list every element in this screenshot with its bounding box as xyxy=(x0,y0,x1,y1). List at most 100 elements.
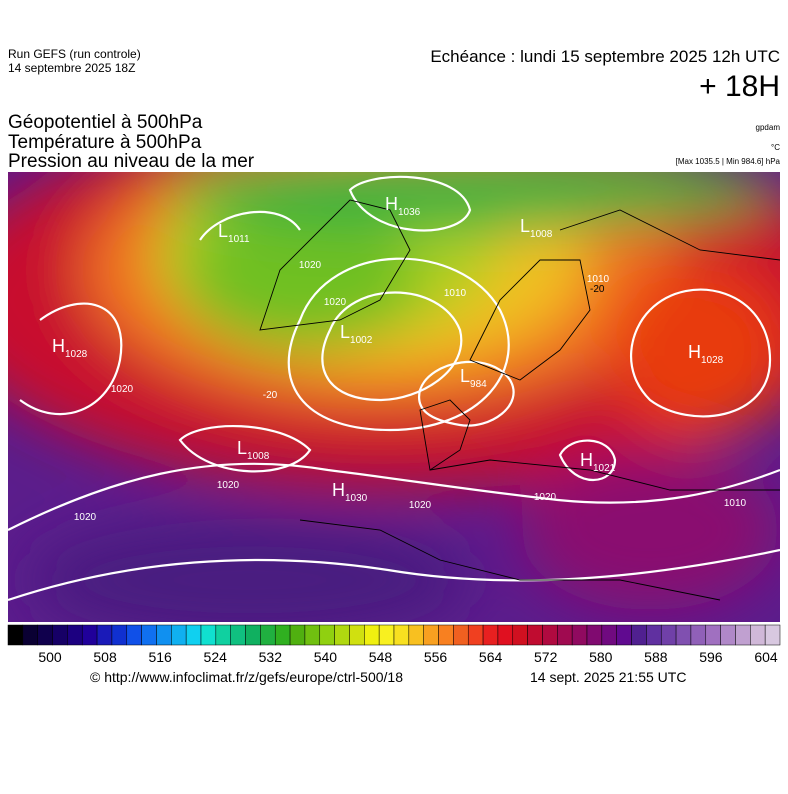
colorbar-swatch xyxy=(319,624,335,646)
colorbar-swatch xyxy=(141,624,157,646)
center-letter: L xyxy=(520,216,530,236)
pressure-center: L1008 xyxy=(520,216,553,240)
colorbar-swatch xyxy=(735,624,751,646)
colorbar-swatch xyxy=(631,624,647,646)
center-value: 1021 xyxy=(593,463,616,474)
center-letter: L xyxy=(460,366,470,386)
unit: [Max 1035.5 | Min 984.6] hPa xyxy=(676,157,781,166)
isobar-label: 1020 xyxy=(111,384,134,395)
colorbar-swatch xyxy=(185,624,202,646)
colorbar-swatch xyxy=(171,624,187,646)
colorbar-swatch xyxy=(557,624,573,646)
center-value: 1028 xyxy=(701,355,724,366)
pressure-center: L984 xyxy=(460,366,487,390)
generated-time: 14 sept. 2025 21:55 UTC xyxy=(530,669,686,685)
center-letter: H xyxy=(580,450,593,470)
isotherm-label: -20 xyxy=(590,284,605,295)
isobar-label: -20 xyxy=(263,390,278,401)
colorbar-swatch xyxy=(364,624,380,646)
colorbar-tick-label: 580 xyxy=(589,649,613,665)
colorbar-swatch xyxy=(705,624,721,646)
echeance: Echéance : lundi 15 septembre 2025 12h U… xyxy=(430,47,780,66)
colorbar-swatch xyxy=(675,624,692,646)
colorbar-swatch xyxy=(512,624,528,646)
isobar-label: 1020 xyxy=(217,480,240,491)
colorbar-tick-label: 508 xyxy=(93,649,117,665)
colorbar-swatch xyxy=(260,624,276,646)
colorbar-tick-label: 556 xyxy=(424,649,448,665)
colorbar-swatch xyxy=(646,624,662,646)
center-letter: H xyxy=(332,480,345,500)
colorbar-tick-label: 572 xyxy=(534,649,558,665)
colorbar-swatch xyxy=(497,624,514,646)
colorbar-swatch xyxy=(96,624,113,646)
colorbar-swatch xyxy=(601,624,617,646)
colorbar-swatch xyxy=(67,624,83,646)
colorbar-tick-label: 500 xyxy=(38,649,62,665)
pressure-center: H1028 xyxy=(52,336,88,360)
colorbar-swatch xyxy=(7,624,24,646)
center-value: 984 xyxy=(470,379,487,390)
isobar-label: 1010 xyxy=(587,274,610,285)
colorbar-swatch xyxy=(304,624,321,646)
pressure-center: L1002 xyxy=(340,322,373,346)
colorbar-swatch xyxy=(720,624,736,646)
center-value: 1008 xyxy=(530,229,553,240)
title: Géopotentiel à 500hPa xyxy=(8,112,203,133)
center-letter: H xyxy=(385,194,398,214)
center-letter: L xyxy=(218,221,228,241)
colorbar-swatch xyxy=(81,624,98,646)
colorbar-swatch xyxy=(37,624,53,646)
center-letter: H xyxy=(52,336,65,356)
colorbar-swatch xyxy=(438,624,454,646)
isobar-label: 1020 xyxy=(534,492,557,503)
map xyxy=(8,172,780,622)
unit: °C xyxy=(771,143,780,152)
center-letter: L xyxy=(237,438,247,458)
colorbar-swatch xyxy=(378,624,395,646)
center-value: 1008 xyxy=(247,451,270,462)
pressure-center: H1028 xyxy=(688,342,724,366)
colorbar-swatch xyxy=(467,624,484,646)
pressure-center: H1021 xyxy=(580,450,616,474)
colorbar-swatch xyxy=(245,624,261,646)
colorbar-swatch xyxy=(393,624,410,646)
colorbar-tick-label: 524 xyxy=(204,649,228,665)
colorbar-swatch xyxy=(126,624,142,646)
colorbar-swatch xyxy=(423,624,439,646)
lead-time: + 18H xyxy=(699,70,780,103)
colorbar-swatch xyxy=(527,624,543,646)
center-letter: L xyxy=(340,322,350,342)
colorbar-tick-label: 548 xyxy=(369,649,393,665)
isobar-label: 1010 xyxy=(724,498,747,509)
pressure-center: L1011 xyxy=(218,221,250,245)
source-url: © http://www.infoclimat.fr/z/gefs/europe… xyxy=(90,669,403,685)
colorbar-swatch xyxy=(52,624,68,646)
colorbar-tick-label: 588 xyxy=(644,649,668,665)
center-value: 1036 xyxy=(398,207,421,218)
pressure-center: H1036 xyxy=(385,194,421,218)
colorbar-swatch xyxy=(156,624,172,646)
colorbar-swatch xyxy=(408,624,424,646)
run-date: 14 septembre 2025 18Z xyxy=(8,61,135,75)
run: Run GEFS (run controle) xyxy=(8,47,141,61)
colorbar-swatch xyxy=(22,624,38,646)
isobar-label: 1020 xyxy=(409,500,432,511)
colorbar-tick-label: 604 xyxy=(754,649,778,665)
colorbar-tick-label: 532 xyxy=(259,649,283,665)
colorbar-tick-label: 516 xyxy=(148,649,172,665)
colorbar-swatch xyxy=(349,624,365,646)
colorbar-swatch xyxy=(230,624,246,646)
colorbar-swatch xyxy=(586,624,603,646)
center-value: 1030 xyxy=(345,493,368,504)
center-letter: H xyxy=(688,342,701,362)
colorbar-swatch xyxy=(274,624,291,646)
colorbar-tick-label: 596 xyxy=(699,649,723,665)
colorbar-tick-label: 564 xyxy=(479,649,503,665)
colorbar-swatch xyxy=(482,624,499,646)
colorbar-swatch xyxy=(690,624,707,646)
colorbar-swatch xyxy=(200,624,217,646)
colorbar-swatch xyxy=(334,624,350,646)
isobar-label: 1020 xyxy=(74,512,97,523)
